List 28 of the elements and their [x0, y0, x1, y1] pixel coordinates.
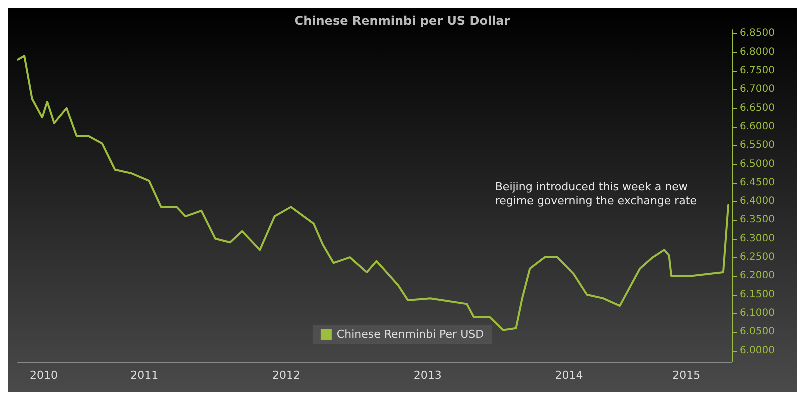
x-tick-label: 2011 — [130, 369, 159, 382]
y-tick-label: 6.3000 — [740, 233, 775, 244]
y-tick-label: 6.0500 — [740, 326, 775, 338]
x-tick-label: 2010 — [30, 369, 58, 382]
y-tick-label: 6.6500 — [740, 102, 775, 114]
x-tick-label: 2013 — [414, 369, 442, 382]
y-tick-label: 6.5500 — [740, 140, 775, 152]
y-tick-label: 6.4500 — [740, 177, 775, 188]
y-tick-label: 6.7000 — [740, 84, 775, 96]
legend-label: Chinese Renminbi Per USD — [336, 328, 484, 341]
x-tick-label: 2015 — [672, 369, 701, 382]
y-tick-label: 6.1500 — [740, 289, 775, 300]
y-tick-label: 6.5000 — [740, 158, 775, 170]
y-tick-label: 6.6000 — [740, 121, 775, 132]
y-tick-label: 6.2000 — [740, 270, 775, 282]
chart-title: Chinese Renminbi per US Dollar — [294, 14, 510, 28]
y-tick-label: 6.8500 — [740, 28, 775, 40]
x-tick-label: 2012 — [272, 369, 300, 382]
y-tick-label: 6.8000 — [740, 46, 775, 58]
line-series — [17, 55, 730, 332]
x-tick-label: 2014 — [555, 369, 584, 382]
y-tick-label: 6.3500 — [740, 214, 775, 226]
y-tick-label: 6.4000 — [740, 196, 775, 208]
annotation: Beijing introduced this week a new regime governing the exchange rate — [495, 180, 698, 208]
y-tick-label: 6.2500 — [740, 252, 775, 264]
y-tick-label: 6.7500 — [740, 66, 775, 77]
y-tick-label: 6.0000 — [740, 345, 775, 356]
y-tick-label: 6.1000 — [740, 308, 775, 320]
